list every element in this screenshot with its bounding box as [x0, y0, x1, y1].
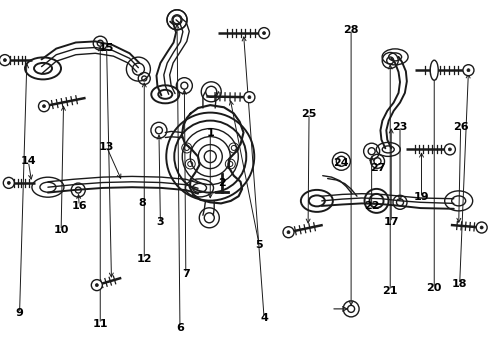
- Text: 12: 12: [136, 254, 152, 264]
- Text: 16: 16: [71, 201, 87, 211]
- Circle shape: [247, 96, 250, 99]
- Circle shape: [479, 226, 482, 229]
- Text: 25: 25: [301, 109, 316, 120]
- Text: 6: 6: [176, 323, 183, 333]
- Text: 9: 9: [16, 308, 23, 318]
- Text: 28: 28: [343, 24, 358, 35]
- Circle shape: [95, 284, 98, 287]
- Circle shape: [42, 105, 45, 108]
- Text: 22: 22: [363, 201, 379, 211]
- Circle shape: [244, 92, 254, 103]
- Circle shape: [262, 32, 265, 35]
- Text: 15: 15: [99, 42, 114, 53]
- Text: 11: 11: [92, 319, 108, 329]
- Text: 27: 27: [369, 163, 385, 174]
- Circle shape: [286, 231, 289, 234]
- Circle shape: [7, 181, 10, 184]
- Text: 17: 17: [383, 217, 398, 228]
- Text: 18: 18: [451, 279, 467, 289]
- Text: 2: 2: [217, 178, 225, 188]
- Text: 19: 19: [413, 192, 428, 202]
- Text: 3: 3: [156, 217, 164, 228]
- Circle shape: [444, 144, 454, 155]
- Text: 13: 13: [99, 142, 114, 152]
- Circle shape: [283, 227, 293, 238]
- Text: 24: 24: [333, 158, 348, 168]
- Circle shape: [39, 101, 49, 112]
- Circle shape: [466, 69, 469, 72]
- Circle shape: [475, 222, 486, 233]
- Text: 5: 5: [255, 240, 263, 250]
- Text: 26: 26: [452, 122, 468, 132]
- Text: 14: 14: [20, 156, 36, 166]
- Circle shape: [0, 55, 10, 66]
- Text: 23: 23: [391, 122, 407, 132]
- Circle shape: [3, 59, 6, 62]
- Circle shape: [3, 177, 14, 188]
- Circle shape: [258, 28, 269, 39]
- Circle shape: [447, 148, 450, 151]
- Text: 7: 7: [182, 269, 189, 279]
- Text: 4: 4: [260, 312, 267, 323]
- Text: 21: 21: [382, 286, 397, 296]
- Text: 20: 20: [426, 283, 441, 293]
- Text: 1: 1: [206, 128, 214, 138]
- Text: 8: 8: [138, 198, 145, 208]
- Circle shape: [462, 65, 473, 76]
- Circle shape: [91, 280, 102, 291]
- Ellipse shape: [429, 60, 437, 80]
- Text: 10: 10: [53, 225, 69, 235]
